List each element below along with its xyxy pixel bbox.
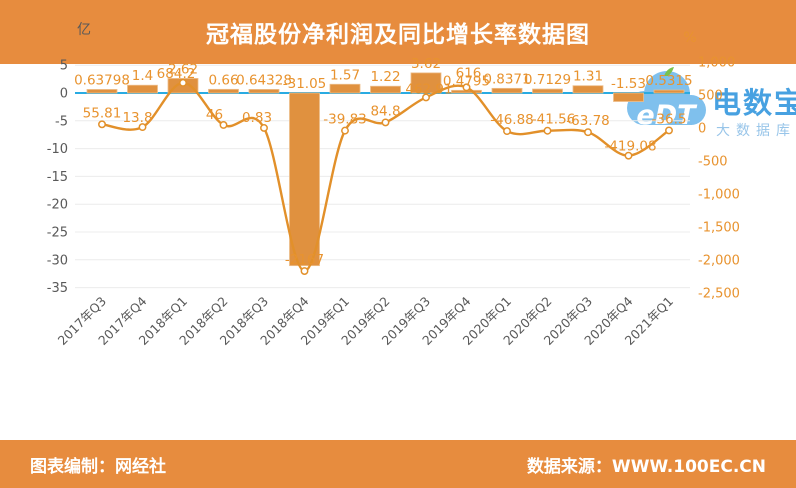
combo-chart: 5 0 -5 -10 -15 -20 -25 -30 -35 1,000 500 0 -500 -1,00…: [47, 22, 740, 348]
bar-value-label: 3.62: [411, 56, 441, 72]
line-point-marker: [624, 151, 633, 160]
line-value-label: -41.56: [532, 112, 576, 128]
left-axis-tick-label: -35: [47, 281, 68, 296]
bar-value-label: 0.63798: [74, 72, 130, 88]
bar-net-profit: [86, 89, 118, 94]
line-value-label: -39.83: [323, 112, 367, 128]
line-value-label: -419.08: [604, 139, 656, 155]
footer-banner: 图表编制：网经社 数据来源：WWW.100EC.CN: [0, 440, 796, 488]
bar-net-profit: [572, 85, 604, 94]
right-axis-tick-label: 0: [698, 122, 706, 137]
line-value-label: 0.83: [242, 110, 272, 126]
line-value-label: -63.78: [566, 113, 610, 129]
bar-value-label: 2.62: [168, 61, 198, 77]
svg-text:eDT: eDT: [636, 100, 698, 131]
line-value-label: 684.2: [157, 66, 196, 82]
bar-net-profit: [289, 92, 320, 267]
left-axis-tick-label: -15: [47, 170, 68, 185]
bar-net-profit: [613, 92, 644, 102]
bar-value-label: 0.7129: [524, 72, 571, 88]
right-axis-tick-label: -1,000: [698, 188, 740, 203]
bar-net-profit: [410, 72, 442, 94]
line-value-label: 616: [456, 65, 482, 81]
bar-net-profit: [532, 88, 563, 94]
header-banner: 冠福股份净利润及同比增长率数据图: [0, 0, 796, 64]
line-value-label: 462.91: [405, 81, 452, 97]
bar-value-label: 1.57: [330, 67, 360, 83]
bar-value-label: 0.8371: [483, 71, 530, 87]
right-axis-tick-label: 500: [698, 89, 723, 104]
growth-rate-line: [101, 81, 670, 273]
bar-net-profit: [329, 83, 361, 94]
footer-credit: 图表编制：网经社: [30, 456, 166, 477]
line-value-label: -36.5: [652, 111, 687, 127]
left-axis-tick-label: 0: [60, 87, 68, 102]
line-point-marker: [543, 126, 552, 135]
watermark-subtitle: 大数据库: [716, 123, 796, 139]
bar-net-profit: [653, 89, 685, 94]
right-axis-tick-label: 1,000: [698, 56, 735, 71]
line-point-marker: [503, 127, 511, 136]
line-point-marker: [341, 126, 349, 135]
line-point-marker: [98, 120, 106, 129]
bar-value-label: 1.22: [370, 69, 400, 85]
bar-net-profit: [491, 87, 523, 94]
bar-value-label: -31.05: [283, 76, 327, 92]
bar-value-label: 1.31: [573, 69, 603, 85]
footer-source: 数据来源：WWW.100EC.CN: [526, 456, 766, 477]
chart-area: 5 0 -5 -10 -15 -20 -25 -30 -35 1,000 500 0 -500 -1,00…: [47, 22, 740, 348]
line-point-marker: [584, 128, 592, 137]
bar-value-label: 0.64328: [236, 72, 292, 88]
line-point-marker: [260, 123, 268, 132]
line-point-marker: [462, 83, 471, 92]
watermark-brand: 电数宝: [712, 86, 796, 120]
chart-title: 冠福股份净利润及同比增长率数据图: [206, 22, 590, 48]
line-point-marker: [219, 121, 228, 129]
line-value-label: 84.8: [370, 103, 400, 119]
line-point-marker: [381, 118, 390, 127]
line-value-label: 13.8: [122, 110, 152, 126]
left-axis-tick-label: -20: [47, 198, 68, 213]
bar-net-profit: [248, 89, 280, 94]
right-axis-tick-label: -2,000: [698, 254, 740, 269]
line-value-label: 55.81: [83, 105, 122, 121]
bar-value-label: 0.66: [208, 72, 238, 88]
line-value-label: 46: [206, 107, 223, 123]
right-axis-tick-label: -500: [698, 155, 728, 170]
line-point-marker: [665, 126, 673, 135]
line-value-label: -46.88: [490, 112, 534, 128]
bar-value-label: 1.4: [132, 68, 153, 84]
line-point-marker: [422, 93, 430, 102]
bar-net-profit: [127, 84, 158, 94]
right-axis-tick-label: -1,500: [698, 221, 740, 236]
left-axis-tick-label: -5: [55, 114, 68, 129]
bar-net-profit: [370, 85, 401, 94]
left-axis-unit-label: 亿: [77, 22, 91, 38]
bar-value-label: 0.4795: [443, 73, 490, 89]
right-axis-unit-label: %: [683, 30, 696, 46]
line-point-marker: [300, 267, 309, 275]
right-axis-tick-label: -2,500: [698, 287, 740, 302]
line-value-label: -2167: [285, 252, 324, 268]
bar-value-label: 0.5315: [645, 73, 692, 89]
line-point-marker: [179, 78, 187, 87]
bar-value-label: -1.53: [611, 76, 646, 92]
left-axis-tick-label: -10: [47, 142, 68, 157]
line-point-marker: [138, 123, 147, 132]
left-axis-tick-label: -25: [47, 226, 68, 241]
bar-net-profit: [208, 88, 239, 94]
left-axis-tick-label: -30: [47, 253, 68, 268]
left-axis-tick-label: 5: [60, 59, 68, 74]
